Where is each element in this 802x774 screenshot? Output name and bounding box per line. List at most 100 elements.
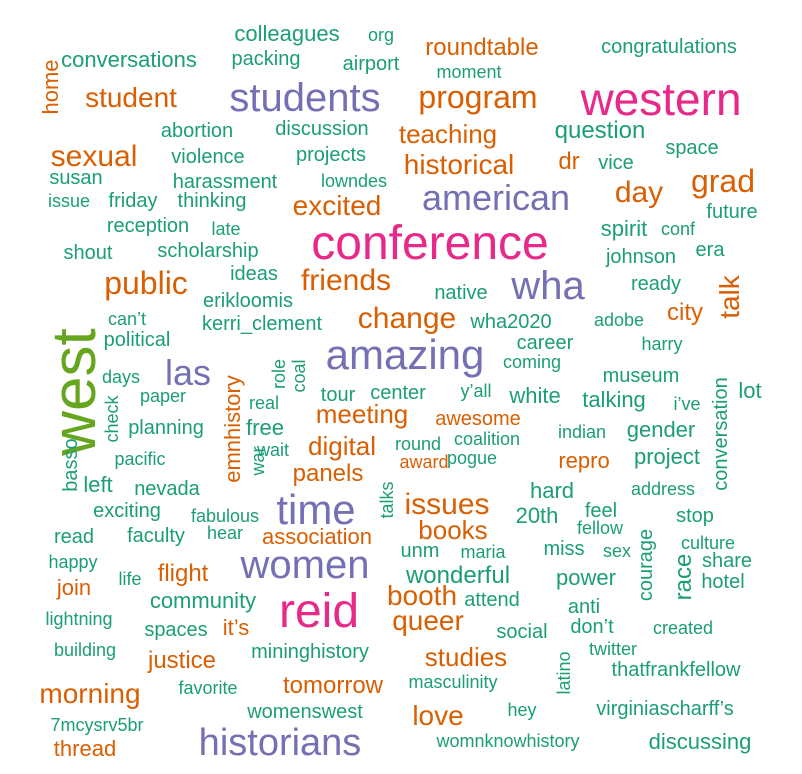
word-harry: harry [641,334,683,354]
word-space: space [665,137,719,159]
word-hard: hard [529,478,575,503]
word-conference: conference [311,217,549,270]
word-left: left [83,472,113,497]
word-teaching: teaching [398,119,498,149]
word-race: race [670,553,697,601]
word-unm: unm [400,540,440,562]
word-don-t: don’t [570,616,614,638]
word-colleagues: colleagues [234,21,340,46]
word-power: power [556,565,616,590]
word-adobe: adobe [593,310,645,330]
word-it-s: it’s [222,615,250,640]
word-happy: happy [48,552,98,572]
word-read: read [53,526,95,548]
word-address: address [630,479,696,499]
word-discussing: discussing [648,729,752,754]
word-booth: booth [386,580,458,611]
word-hey: hey [507,700,537,720]
word-round: round [394,434,442,454]
word-culture: culture [680,533,736,553]
word-issues: issues [404,488,490,521]
word-question: question [554,117,646,144]
word-historians: historians [198,722,362,764]
word-issue: issue [47,191,91,211]
word-pogue: pogue [446,448,498,468]
word-ideas: ideas [230,263,278,285]
word-community: community [149,588,257,613]
word-join: join [56,575,92,600]
word-coming: coming [502,352,562,372]
word-abortion: abortion [160,120,234,142]
word-hotel: hotel [701,571,745,593]
word-20th: 20th [515,503,559,528]
word-virginiascharff-s: virginiascharff’s [596,698,734,720]
word-era: era [695,239,725,261]
word-emnhistory: emnhistory [220,375,245,483]
word-meeting: meeting [315,399,409,429]
word-political: political [103,329,171,351]
word-friday: friday [108,190,158,212]
word-reid: reid [278,585,360,638]
word-social: social [496,621,548,643]
word-free: free [246,415,284,440]
word-panels: panels [292,460,364,487]
word-stop: stop [676,505,714,527]
word-women: women [240,543,370,587]
word-historical: historical [403,149,515,180]
word-basso: basso [60,438,82,492]
word-students: students [229,76,381,120]
word-nevada: nevada [134,478,200,500]
word-native: native [434,282,488,304]
word-paper: paper [139,386,187,406]
word-womnknowhistory: womnknowhistory [436,731,580,751]
word-city: city [667,299,703,326]
word-fellow: fellow [576,518,624,538]
word-exciting: exciting [93,500,161,522]
word-awesome: awesome [435,408,521,430]
word-roundtable: roundtable [425,34,539,61]
word-spirit: spirit [600,216,648,241]
word-career: career [516,332,574,354]
word-sex: sex [602,541,632,561]
word-public: public [104,265,188,301]
word-queer: queer [392,605,464,636]
word-american: american [421,177,571,218]
word-congratulations: congratulations [601,36,737,58]
word-war: war [248,446,268,476]
word-association: association [261,524,373,549]
word-future: future [706,201,758,223]
word-wait: wait [256,440,290,460]
word-conversation: conversation [710,377,732,491]
word-lightning: lightning [45,609,113,629]
word-feel: feel [584,500,618,522]
word-courage: courage [635,528,657,602]
word-talking: talking [582,387,646,412]
word-thread: thread [53,736,117,761]
word-lowndes: lowndes [320,171,388,191]
word-coalition: coalition [453,429,521,449]
word-fabulous: fabulous [190,506,260,526]
word-tomorrow: tomorrow [282,672,384,699]
word-justice: justice [147,647,217,674]
word-role: role [269,358,289,390]
word-womenswest: womenswest [247,701,363,723]
word-favorite: favorite [178,678,238,698]
word-digital: digital [308,431,376,461]
word-time: time [276,486,356,533]
word-twitter: twitter [588,639,638,659]
word-scholarship: scholarship [157,240,259,262]
word-discussion: discussion [275,118,369,140]
word-org: org [367,25,395,45]
word-susan: susan [49,167,103,189]
word-home: home [38,59,63,115]
word-pacific: pacific [114,449,166,469]
word-faculty: faculty [127,525,185,547]
word-can-t: can’t [107,309,147,329]
word-projects: projects [295,144,367,166]
word-love: love [412,700,464,731]
word-late: late [211,219,241,239]
word-hear: hear [206,523,244,543]
word-thatfrankfellow: thatfrankfellow [611,659,741,681]
word-friends: friends [300,264,392,297]
word-talk: talk [714,275,745,319]
